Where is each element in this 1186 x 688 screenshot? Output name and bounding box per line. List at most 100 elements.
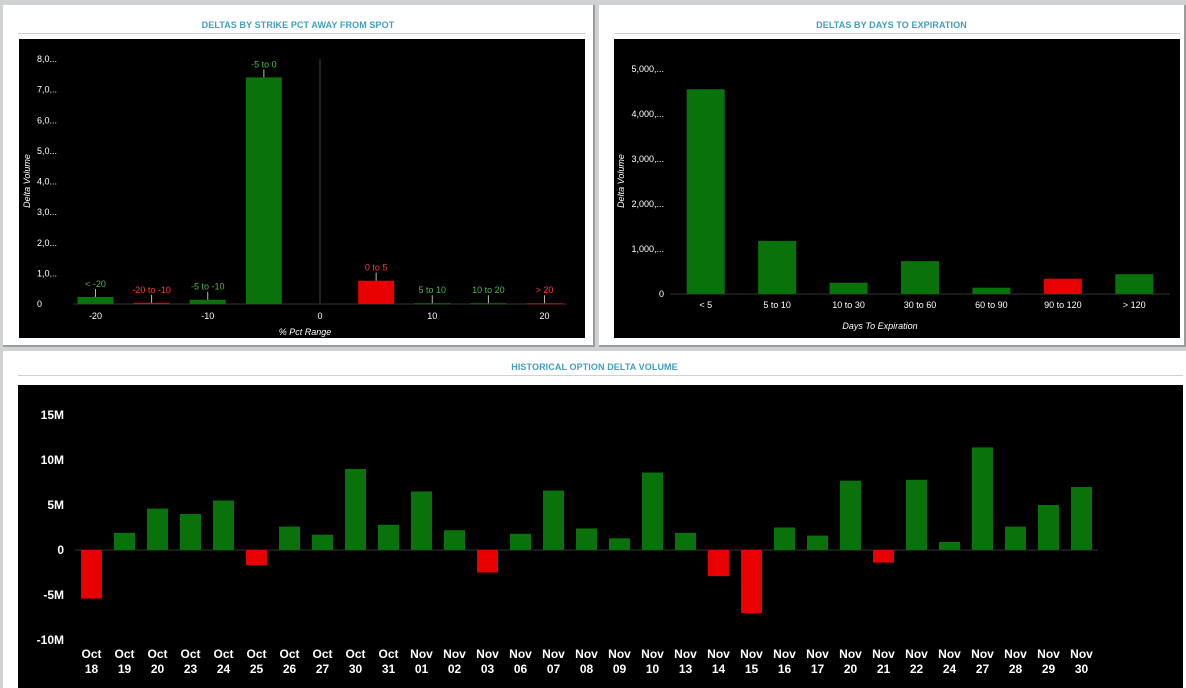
bar bbox=[345, 469, 366, 550]
x-tick-label-month: Oct bbox=[213, 647, 233, 661]
bar bbox=[901, 261, 939, 294]
x-tick-label-month: Oct bbox=[345, 647, 365, 661]
x-tick-label-month: Nov bbox=[806, 647, 829, 661]
x-axis-title: % Pct Range bbox=[279, 327, 332, 337]
x-tick-label-day: 30 bbox=[1075, 662, 1089, 676]
x-tick-label-month: Nov bbox=[872, 647, 895, 661]
x-tick-label-month: Oct bbox=[279, 647, 299, 661]
x-tick-label-day: 26 bbox=[283, 662, 297, 676]
x-tick-label-month: Nov bbox=[971, 647, 994, 661]
x-tick-label-month: Nov bbox=[1070, 647, 1093, 661]
historical-delta-chart-svg: -10M-5M05M10M15MOct18Oct19Oct20Oct23Oct2… bbox=[37, 408, 1098, 676]
bar bbox=[840, 480, 861, 550]
x-tick-label-day: 30 bbox=[349, 662, 363, 676]
x-tick-label: 20 bbox=[540, 311, 550, 321]
x-tick-label-day: 21 bbox=[877, 662, 891, 676]
x-tick-label-day: 09 bbox=[613, 662, 627, 676]
bar bbox=[741, 550, 762, 613]
y-tick-label: 5M bbox=[47, 498, 64, 512]
bar bbox=[470, 303, 507, 305]
bar bbox=[279, 526, 300, 550]
y-tick-label: 3,000,... bbox=[631, 154, 664, 164]
x-tick-label-month: Nov bbox=[509, 647, 532, 661]
historical-delta-panel: HISTORICAL OPTION DELTA VOLUME -10M -5M 0 5… bbox=[3, 351, 1186, 688]
x-tick-label-month: Nov bbox=[1037, 647, 1060, 661]
y-tick-label: 8,0... bbox=[37, 54, 57, 64]
bar bbox=[1043, 278, 1082, 294]
y-tick-label: 0 bbox=[37, 299, 42, 309]
bar bbox=[246, 550, 267, 566]
x-tick-label-month: Oct bbox=[180, 647, 200, 661]
y-tick-label: -5M bbox=[43, 588, 64, 602]
bar bbox=[576, 528, 597, 550]
bar bbox=[829, 282, 868, 294]
x-tick-label-month: Nov bbox=[839, 647, 862, 661]
bar bbox=[642, 472, 663, 550]
bar bbox=[807, 535, 828, 550]
x-tick-label-day: 14 bbox=[712, 662, 726, 676]
bar bbox=[774, 527, 795, 550]
y-tick-label: 4,0... bbox=[37, 177, 57, 187]
bar bbox=[972, 287, 1011, 294]
strike-pct-panel: DELTAS BY STRIKE PCT AWAY FROM SPOT 0 1,0… bbox=[3, 5, 595, 347]
x-axis-title: Days To Expiration bbox=[842, 321, 917, 331]
x-tick-label-month: Nov bbox=[476, 647, 499, 661]
bar bbox=[414, 303, 451, 305]
x-tick-label-month: Nov bbox=[707, 647, 730, 661]
bar bbox=[358, 280, 395, 304]
y-axis-title: Delta Volume bbox=[22, 154, 32, 208]
y-tick-label: 0 bbox=[659, 289, 664, 299]
x-tick-label-month: Oct bbox=[246, 647, 266, 661]
bar-data-label: 0 to 5 bbox=[365, 263, 388, 273]
bar bbox=[133, 302, 170, 304]
y-tick-label: 2,0... bbox=[37, 238, 57, 248]
bar bbox=[180, 514, 201, 550]
bar bbox=[675, 532, 696, 550]
bar bbox=[1005, 526, 1026, 550]
bar bbox=[510, 533, 531, 550]
x-tick-label-day: 02 bbox=[448, 662, 462, 676]
x-tick-label-month: Nov bbox=[575, 647, 598, 661]
x-tick-label: -20 bbox=[89, 311, 102, 321]
bar bbox=[213, 500, 234, 550]
panel-title: DELTAS BY STRIKE PCT AWAY FROM SPOT bbox=[201, 20, 395, 30]
bar-data-label: > 20 bbox=[536, 285, 554, 295]
x-tick-label-month: Nov bbox=[938, 647, 961, 661]
x-tick-label: 10 bbox=[427, 311, 437, 321]
bar bbox=[77, 296, 114, 304]
bar bbox=[147, 508, 168, 550]
bar bbox=[873, 550, 894, 563]
bar bbox=[81, 550, 102, 599]
y-tick-label: 3,0... bbox=[37, 207, 57, 217]
x-tick-label-day: 23 bbox=[184, 662, 198, 676]
y-tick-label: 1,0... bbox=[37, 268, 57, 278]
x-tick-label-day: 19 bbox=[118, 662, 132, 676]
y-tick-label: 15M bbox=[41, 408, 64, 422]
x-tick-label-day: 06 bbox=[514, 662, 528, 676]
x-tick-label-month: Nov bbox=[740, 647, 763, 661]
x-tick-label-month: Oct bbox=[378, 647, 398, 661]
x-tick-label-day: 15 bbox=[745, 662, 759, 676]
x-tick-label-day: 03 bbox=[481, 662, 495, 676]
bar-data-label: 10 to 20 bbox=[472, 285, 505, 295]
x-tick-label: 30 to 60 bbox=[904, 300, 937, 310]
bar bbox=[114, 532, 135, 550]
bar bbox=[312, 534, 333, 550]
historical-delta-chart: -10M -5M 0 5M 10M 15M Oct 18 Oct 19 Oct 20 Oct 23 Oct 2… bbox=[18, 385, 1183, 688]
bar bbox=[906, 479, 927, 550]
y-tick-label: 6,0... bbox=[37, 115, 57, 125]
bar bbox=[189, 299, 226, 304]
y-axis-title: Delta Volume bbox=[616, 154, 626, 208]
y-tick-label: 7,0... bbox=[37, 85, 57, 95]
x-tick-label-month: Nov bbox=[674, 647, 697, 661]
y-tick-label: 5,000,... bbox=[631, 64, 664, 74]
x-tick-label-day: 27 bbox=[316, 662, 330, 676]
bar-data-label: -20 to -10 bbox=[132, 285, 171, 295]
x-tick-label: < 5 bbox=[699, 300, 712, 310]
x-tick-label-day: 25 bbox=[250, 662, 264, 676]
y-tick-label: 2,000,... bbox=[631, 199, 664, 209]
bar bbox=[708, 550, 729, 577]
bar bbox=[1071, 487, 1092, 550]
bar-data-label: -5 to 0 bbox=[251, 59, 277, 69]
y-tick-label: 5,0... bbox=[37, 146, 57, 156]
